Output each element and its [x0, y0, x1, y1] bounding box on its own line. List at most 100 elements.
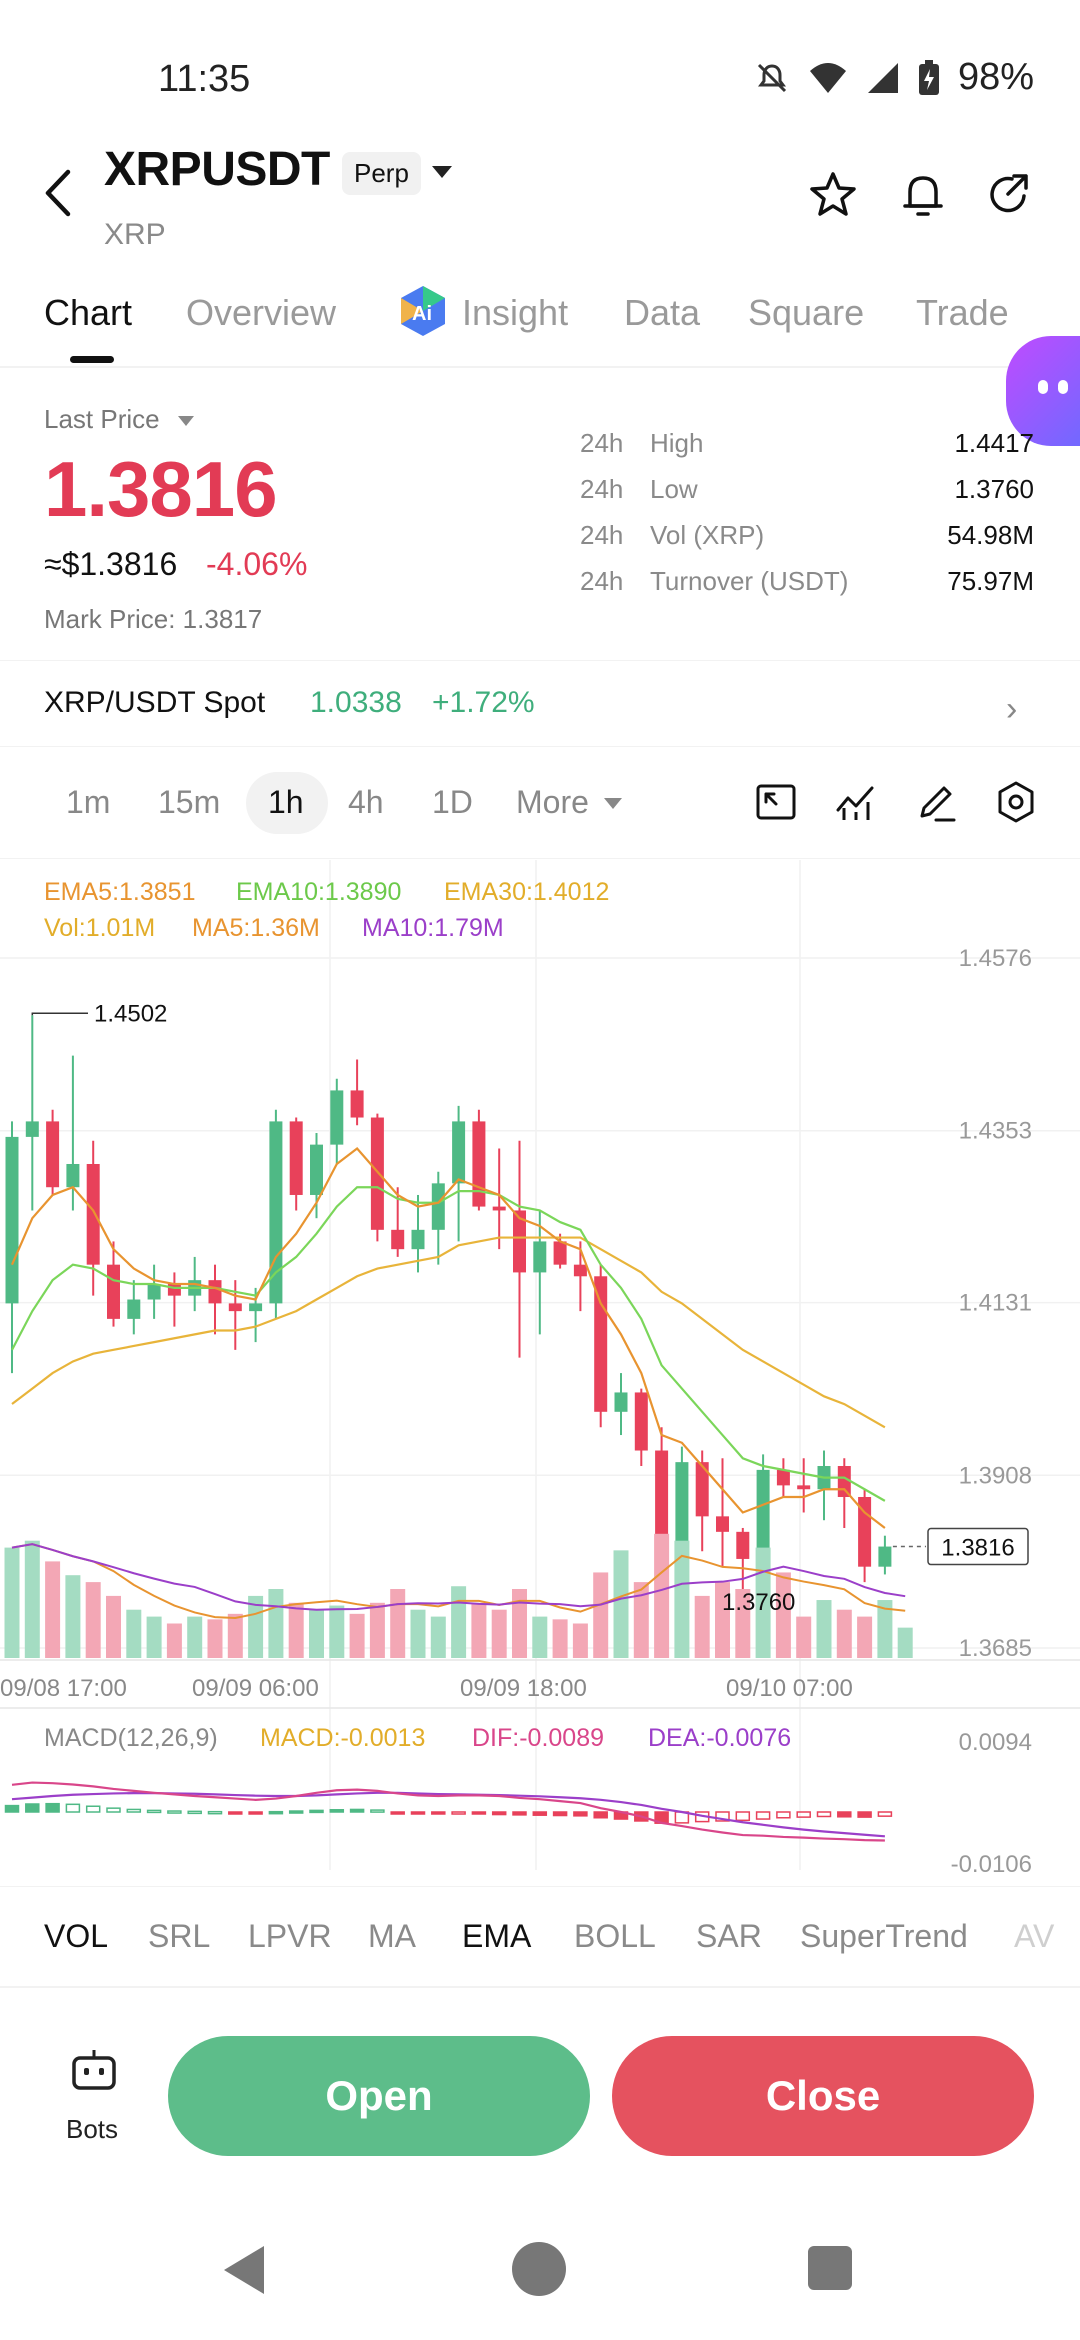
current-price-box	[927, 1527, 1029, 1566]
high-price-label: 1.4502	[94, 1000, 167, 1027]
candle-body	[370, 1117, 384, 1230]
x-axis-tick-label: 09/08 17:00	[0, 1675, 127, 1702]
macd-histogram-bar	[268, 1810, 284, 1815]
tab-overview[interactable]: Overview	[186, 292, 337, 333]
indicator-tab-av[interactable]: AV	[1014, 1918, 1055, 1954]
candle-body	[411, 1229, 425, 1250]
back-arrow-icon[interactable]	[40, 168, 80, 218]
tab-square[interactable]: Square	[748, 292, 865, 333]
stat-24h-turnover: 24h Turnover (USDT) 75.97M	[580, 566, 1034, 606]
candle-body	[86, 1163, 100, 1265]
legend-ema10: EMA10:1.3890	[236, 878, 401, 906]
macd-histogram-bar	[593, 1811, 608, 1819]
bots-robot-icon[interactable]	[70, 2048, 118, 2092]
tab-trade[interactable]: Trade	[916, 292, 1009, 333]
indicator-tab-supertrend[interactable]: SuperTrend	[800, 1918, 968, 1954]
macd-histogram-bar	[491, 1811, 507, 1816]
nav-back-icon[interactable]	[224, 2246, 264, 2294]
indicator-tab-lpvr[interactable]: LPVR	[248, 1918, 332, 1954]
status-time: 11:35	[158, 58, 251, 100]
contract-type-badge[interactable]: Perp	[342, 152, 421, 195]
ai-insight-icon: Ai	[401, 286, 445, 336]
bots-label[interactable]: Bots	[66, 2114, 119, 2144]
chevron-right-icon[interactable]: ›	[1006, 690, 1018, 728]
stat-period: 24h	[580, 428, 624, 458]
interval-1h[interactable]: 1h	[268, 784, 304, 820]
nav-home-icon[interactable]	[512, 2242, 566, 2296]
drawing-pen-icon[interactable]	[914, 780, 958, 824]
ema-lines	[10, 1147, 886, 1529]
price-chart[interactable]: 1.4576 1.4353 1.4131 1.3908 1.3685 09/08 17:0…	[0, 860, 1080, 1886]
candle-body	[472, 1121, 486, 1207]
interval-4h[interactable]: 4h	[348, 784, 384, 820]
volume-bar	[816, 1600, 832, 1658]
macd-histogram-bar	[106, 1807, 121, 1813]
volume-bar	[410, 1609, 426, 1658]
signal-icon	[867, 62, 898, 93]
candle-body	[736, 1531, 750, 1559]
tab-insight[interactable]: Insight	[462, 292, 569, 333]
volume-bar	[187, 1616, 203, 1658]
indicator-tab-ma[interactable]: MA	[368, 1918, 416, 1954]
indicator-tab-srl[interactable]: SRL	[148, 1918, 211, 1954]
indicator-legend: EMA5:1.3851 EMA10:1.3890 EMA30:1.4012 Vo…	[44, 878, 791, 1752]
mark-price: Mark Price: 1.3817	[44, 604, 263, 634]
last-price-label[interactable]: Last Price	[44, 404, 160, 434]
macd-histogram-bar	[309, 1809, 324, 1814]
interval-15m[interactable]: 15m	[158, 784, 221, 820]
macd-histogram-bar	[755, 1811, 771, 1820]
interval-1d[interactable]: 1D	[432, 784, 473, 820]
bell-alert-icon[interactable]	[898, 170, 948, 220]
macd-histogram-bar	[512, 1811, 527, 1816]
volume-bar	[532, 1616, 548, 1658]
stat-label: High	[650, 428, 704, 458]
symbol-dropdown-caret-icon[interactable]	[432, 166, 452, 178]
macd-histogram-bar	[837, 1811, 852, 1818]
close-position-button[interactable]: Close	[612, 2036, 1034, 2156]
mute-icon	[757, 63, 786, 92]
volume-bar	[836, 1609, 852, 1658]
indicator-tab-sar[interactable]: SAR	[696, 1918, 762, 1954]
tab-chart[interactable]: Chart	[44, 292, 133, 333]
volume-bar	[227, 1613, 243, 1658]
star-favorite-icon[interactable]	[808, 170, 858, 220]
indicator-tab-boll[interactable]: BOLL	[574, 1918, 656, 1954]
indicator-icon[interactable]	[834, 780, 878, 824]
volume-bar	[288, 1602, 304, 1658]
interval-1m[interactable]: 1m	[66, 784, 111, 820]
legend-dea: DEA:-0.0076	[648, 1724, 791, 1752]
volume-bar	[897, 1627, 913, 1658]
nav-recents-icon[interactable]	[808, 2246, 852, 2290]
stat-label: Low	[650, 474, 698, 504]
interval-more[interactable]: More	[516, 784, 589, 820]
more-caret-icon[interactable]	[604, 798, 622, 809]
share-icon[interactable]	[984, 170, 1034, 220]
settings-gear-icon[interactable]	[994, 780, 1038, 824]
dif-line	[11, 1781, 885, 1842]
ema10-line	[11, 1186, 886, 1502]
candle-body	[533, 1241, 547, 1273]
indicator-tab-ema[interactable]: EMA	[462, 1918, 532, 1954]
macd-histogram-bar	[532, 1811, 548, 1816]
open-position-button[interactable]: Open	[168, 2036, 590, 2156]
assistant-float-button[interactable]	[1006, 336, 1080, 446]
indicator-tab-vol[interactable]: VOL	[44, 1918, 109, 1954]
volume-bar	[126, 1609, 142, 1658]
legend-dif: DIF:-0.0089	[472, 1724, 604, 1752]
macd-histogram-bar	[390, 1811, 405, 1815]
macd-histogram-bar	[451, 1811, 466, 1815]
macd-histogram-bar	[877, 1811, 893, 1817]
volume-bar	[857, 1616, 873, 1658]
volume-bar	[329, 1605, 345, 1658]
volume-bar	[146, 1616, 162, 1658]
fullscreen-icon[interactable]	[754, 780, 798, 824]
tab-data[interactable]: Data	[624, 292, 701, 333]
legend-macd-name: MACD(12,26,9)	[44, 1724, 218, 1752]
spot-pair-label[interactable]: XRP/USDT Spot	[44, 686, 266, 719]
macd-histogram-bar	[167, 1810, 182, 1814]
macd-histogram-bar	[4, 1804, 20, 1813]
macd-histogram-bar	[715, 1811, 730, 1822]
symbol-title[interactable]: XRPUSDT	[104, 143, 330, 196]
dea-line	[11, 1791, 885, 1838]
price-type-caret-icon[interactable]	[178, 416, 194, 426]
